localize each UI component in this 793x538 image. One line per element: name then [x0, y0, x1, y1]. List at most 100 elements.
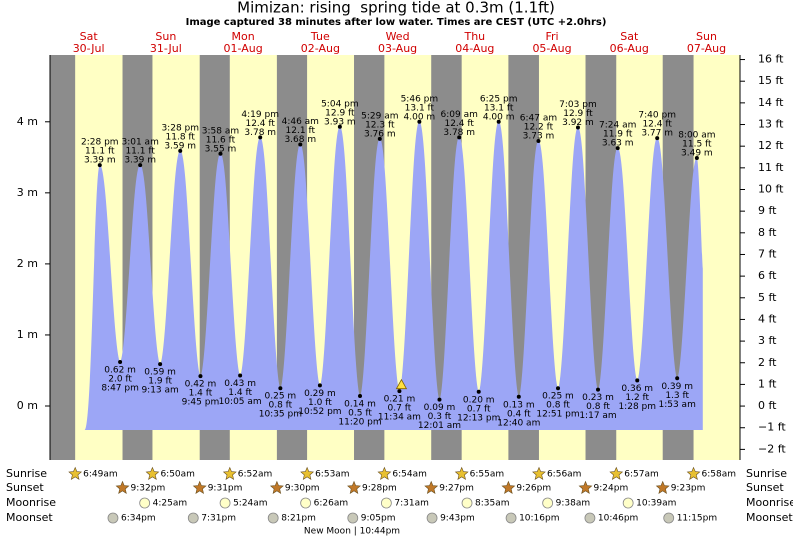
sunrise-time: 6:58am — [702, 470, 737, 480]
moonrise-icon — [461, 497, 473, 509]
feet-label: 12.2 ft — [524, 122, 554, 132]
feet-label: 11.8 ft — [166, 132, 196, 142]
day-name: Wed — [386, 30, 410, 43]
y-tick-label: 2 m — [17, 257, 38, 270]
extreme-dot — [298, 142, 303, 147]
value-label: 3.77 m — [641, 129, 673, 139]
value-label: 3.93 m — [324, 117, 356, 127]
value-label: 3.78 m — [244, 128, 276, 138]
extreme-dot — [278, 386, 283, 391]
value-label: 3.68 m — [284, 135, 316, 145]
value-label: 3.55 m — [205, 144, 237, 154]
value-label: 0.20 m — [463, 395, 495, 405]
value-label: 3.76 m — [364, 129, 396, 139]
day-date: 06-Aug — [610, 42, 649, 55]
sunset-icon — [501, 480, 516, 494]
sunset-row-label: Sunset — [6, 481, 44, 494]
value-label: 0.43 m — [224, 379, 256, 389]
tide-area — [84, 121, 703, 430]
feet-label: 1.3 ft — [665, 391, 689, 401]
feet-label: 12.4 ft — [444, 119, 474, 129]
value-label: 3.39 m — [124, 156, 156, 166]
value-label: 0.62 m — [104, 365, 136, 375]
moonset-row-label: Moonset — [6, 511, 53, 524]
time-label: 7:40 pm — [638, 111, 676, 121]
feet-label: 0.8 ft — [546, 401, 570, 411]
time-label: 5:29 am — [361, 111, 398, 121]
time-label: 11:20 pm — [338, 418, 381, 428]
day-name: Sun — [696, 30, 717, 43]
y2-tick-label: 16 ft — [758, 53, 784, 66]
sunrise-icon — [686, 466, 701, 480]
feet-label: 11.5 ft — [682, 140, 712, 150]
moon-phase: New Moon | 10:44pm — [304, 527, 400, 537]
value-label: 3.49 m — [681, 149, 713, 159]
moonset-row-label: Moonset — [746, 511, 793, 524]
extreme-dot — [337, 124, 342, 129]
y2-tick-label: 14 ft — [758, 96, 784, 109]
day-date: 03-Aug — [378, 42, 417, 55]
sunrise-time: 6:52am — [238, 470, 273, 480]
feet-label: 2.0 ft — [108, 374, 132, 384]
value-label: 0.42 m — [185, 380, 217, 390]
time-label: 11:34 am — [378, 413, 421, 423]
time-label: 10:35 pm — [259, 410, 302, 420]
y2-tick-label: 11 ft — [758, 161, 784, 174]
moonrise-time: 6:26am — [314, 499, 349, 509]
value-label: 4.00 m — [404, 112, 436, 122]
sunset-icon — [424, 480, 439, 494]
extreme-dot — [358, 394, 363, 399]
sunrise-icon — [222, 466, 237, 480]
moonrise-time: 5:24am — [233, 499, 268, 509]
moonset-icon — [107, 512, 119, 524]
extreme-dot — [97, 163, 102, 168]
extreme-dot — [158, 362, 163, 367]
extreme-dot — [516, 394, 521, 399]
extreme-dot — [258, 135, 263, 140]
time-label: 8:47 pm — [101, 383, 139, 393]
value-label: 3.59 m — [164, 141, 196, 151]
feet-label: 12.4 ft — [642, 120, 672, 130]
day-name: Sun — [155, 30, 176, 43]
extreme-dot — [496, 119, 501, 124]
y-tick-label: 1 m — [17, 328, 38, 341]
sunset-time: 9:23pm — [671, 484, 706, 494]
value-label: 0.21 m — [384, 395, 416, 405]
feet-label: 0.3 ft — [428, 412, 452, 422]
sunrise-time: 6:56am — [547, 470, 582, 480]
time-label: 6:25 pm — [480, 94, 518, 104]
sunrise-time: 6:54am — [392, 470, 427, 480]
time-label: 5:04 pm — [321, 99, 359, 109]
moonset-icon — [663, 512, 675, 524]
y2-tick-label: 10 ft — [758, 182, 784, 195]
feet-label: 0.5 ft — [348, 409, 372, 419]
time-label: 6:09 am — [441, 110, 478, 120]
day-date: 01-Aug — [223, 42, 262, 55]
value-label: 4.00 m — [483, 112, 515, 122]
extreme-dot — [694, 156, 699, 161]
extreme-dot — [417, 119, 422, 124]
sunrise-time: 6:50am — [160, 470, 195, 480]
time-label: 4:46 am — [282, 117, 319, 127]
y2-tick-label: −1 ft — [758, 421, 786, 434]
feet-label: 1.0 ft — [308, 398, 332, 408]
time-label: 6:47 am — [520, 113, 557, 123]
moonset-icon — [426, 512, 438, 524]
extreme-dot — [596, 387, 601, 392]
time-label: 7:24 am — [599, 121, 636, 131]
sunrise-row-label: Sunrise — [6, 467, 47, 480]
y-tick-label: 0 m — [17, 399, 38, 412]
sunrise-icon — [68, 466, 83, 480]
sunrise-icon — [145, 466, 160, 480]
feet-label: 0.8 ft — [586, 402, 610, 412]
moonrise-time: 9:38am — [556, 499, 591, 509]
extreme-dot — [556, 386, 561, 391]
sunrise-icon — [300, 466, 315, 480]
chart-title: Mimizan: rising spring tide at 0.3m (1.1… — [237, 0, 555, 17]
moonset-time: 9:05pm — [361, 514, 396, 524]
extreme-dot — [397, 389, 402, 394]
moonset-icon — [187, 512, 199, 524]
moonset-time: 9:43pm — [440, 514, 475, 524]
day-name: Sat — [620, 30, 639, 43]
